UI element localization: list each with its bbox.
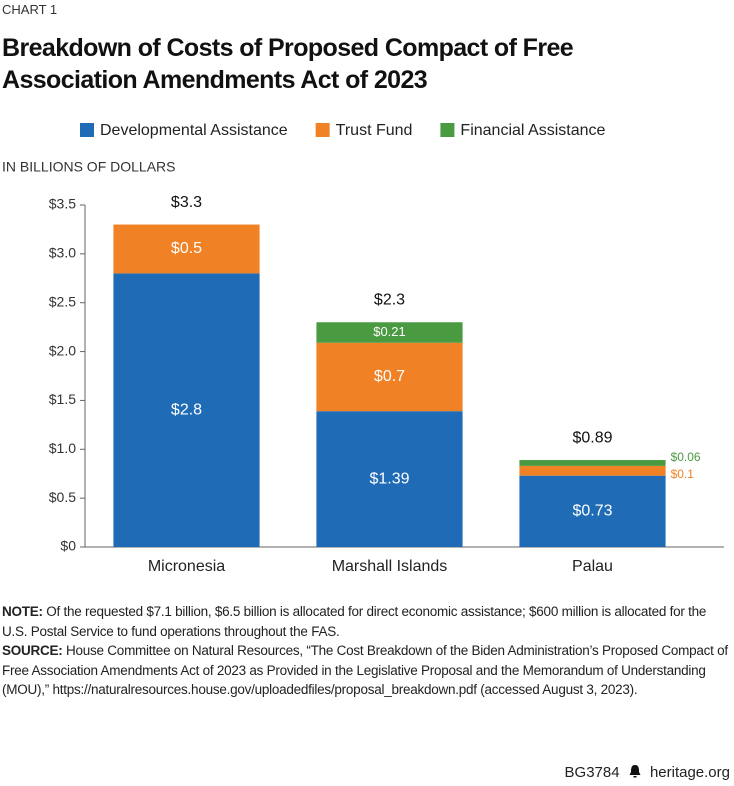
source-label: SOURCE: — [2, 643, 63, 658]
legend-swatch — [440, 123, 455, 137]
bar-segment — [316, 322, 463, 343]
y-tick-label: $3.5 — [49, 196, 76, 212]
source: SOURCE: House Committee on Natural Resou… — [2, 641, 732, 700]
legend-swatch — [80, 123, 94, 137]
total-label: $2.3 — [374, 291, 405, 308]
source-text: House Committee on Natural Resources, “T… — [2, 643, 728, 697]
bar-value-label: $0.1 — [671, 467, 695, 481]
footer: BG3784 heritage.org — [565, 764, 730, 781]
note-label: NOTE: — [2, 604, 43, 619]
bar-segment — [519, 475, 666, 547]
y-tick-label: $1.0 — [49, 440, 76, 456]
bar-value-label: $0.73 — [572, 503, 612, 520]
y-tick-label: $1.5 — [49, 391, 76, 407]
y-tick-label: $0.5 — [49, 489, 76, 505]
bar-segment — [113, 273, 260, 547]
note: NOTE: Of the requested $7.1 billion, $6.… — [2, 602, 732, 641]
y-tick-label: $2.0 — [49, 342, 76, 358]
legend-swatch — [315, 123, 330, 137]
bar-value-label: $1.39 — [369, 470, 409, 487]
bar-segment — [316, 411, 463, 547]
total-label: $3.3 — [171, 194, 202, 211]
x-tick-label: Palau — [572, 558, 613, 575]
note-text: Of the requested $7.1 billion, $6.5 bill… — [2, 604, 707, 639]
kicker: CHART 1 — [2, 2, 58, 17]
footer-site: heritage.org — [649, 764, 730, 781]
bar-value-label: $0.7 — [374, 368, 405, 385]
bar-value-label: $0.21 — [373, 324, 406, 339]
bar-segment — [519, 460, 666, 466]
y-tick-label: $3.0 — [49, 245, 76, 261]
y-axis-label: IN BILLIONS OF DOLLARS — [2, 159, 176, 175]
y-tick-label: $2.5 — [49, 293, 76, 309]
total-label: $0.89 — [572, 429, 612, 446]
legend-label: Developmental Assistance — [100, 122, 288, 139]
legend-label: Financial Assistance — [460, 122, 605, 139]
legend-label: Trust Fund — [336, 122, 413, 139]
x-tick-label: Marshall Islands — [332, 558, 448, 575]
bar-value-label: $0.06 — [671, 450, 701, 464]
notes: NOTE: Of the requested $7.1 billion, $6.… — [2, 602, 732, 700]
y-tick-label: $0 — [60, 538, 76, 554]
bar-value-label: $0.5 — [171, 240, 202, 257]
bar-value-label: $2.8 — [171, 401, 202, 418]
bar-segment — [316, 342, 463, 412]
bar-segment — [113, 224, 260, 274]
bar-segment — [519, 465, 666, 476]
x-tick-label: Micronesia — [148, 558, 225, 575]
footer-code: BG3784 — [564, 764, 620, 781]
chart-title: Breakdown of Costs of Proposed Compact o… — [2, 34, 574, 94]
chart: IN BILLIONS OF DOLLARS Developmental Ass… — [2, 122, 724, 575]
bell-icon — [629, 765, 641, 778]
